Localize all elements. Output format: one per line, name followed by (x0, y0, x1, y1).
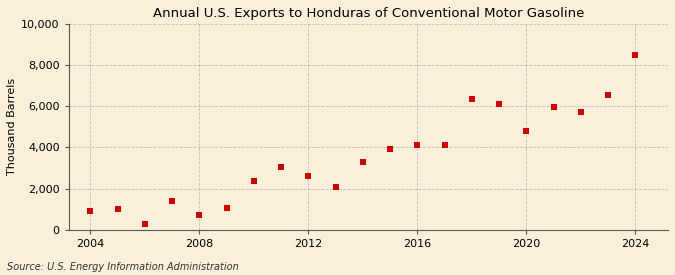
Point (167, 199, 178, 203)
Point (112, 207, 123, 211)
Point (330, 184, 341, 189)
Title: Annual U.S. Exports to Honduras of Conventional Motor Gasoline: Annual U.S. Exports to Honduras of Conve… (153, 7, 584, 20)
Point (194, 213, 205, 218)
Point (140, 221, 151, 226)
Point (466, 97, 477, 101)
Text: Source: U.S. Energy Information Administration: Source: U.S. Energy Information Administ… (7, 262, 238, 272)
Point (412, 143, 423, 148)
Point (630, 53, 641, 57)
Y-axis label: Thousand Barrels: Thousand Barrels (7, 78, 17, 175)
Point (221, 206, 232, 210)
Point (603, 93, 614, 97)
Point (548, 105, 559, 109)
Point (521, 129, 532, 133)
Point (276, 165, 287, 169)
Point (358, 160, 369, 164)
Point (385, 147, 396, 152)
Point (248, 179, 259, 184)
Point (303, 174, 314, 178)
Point (439, 143, 450, 148)
Point (576, 110, 587, 115)
Point (85, 209, 96, 213)
Point (493, 102, 504, 106)
